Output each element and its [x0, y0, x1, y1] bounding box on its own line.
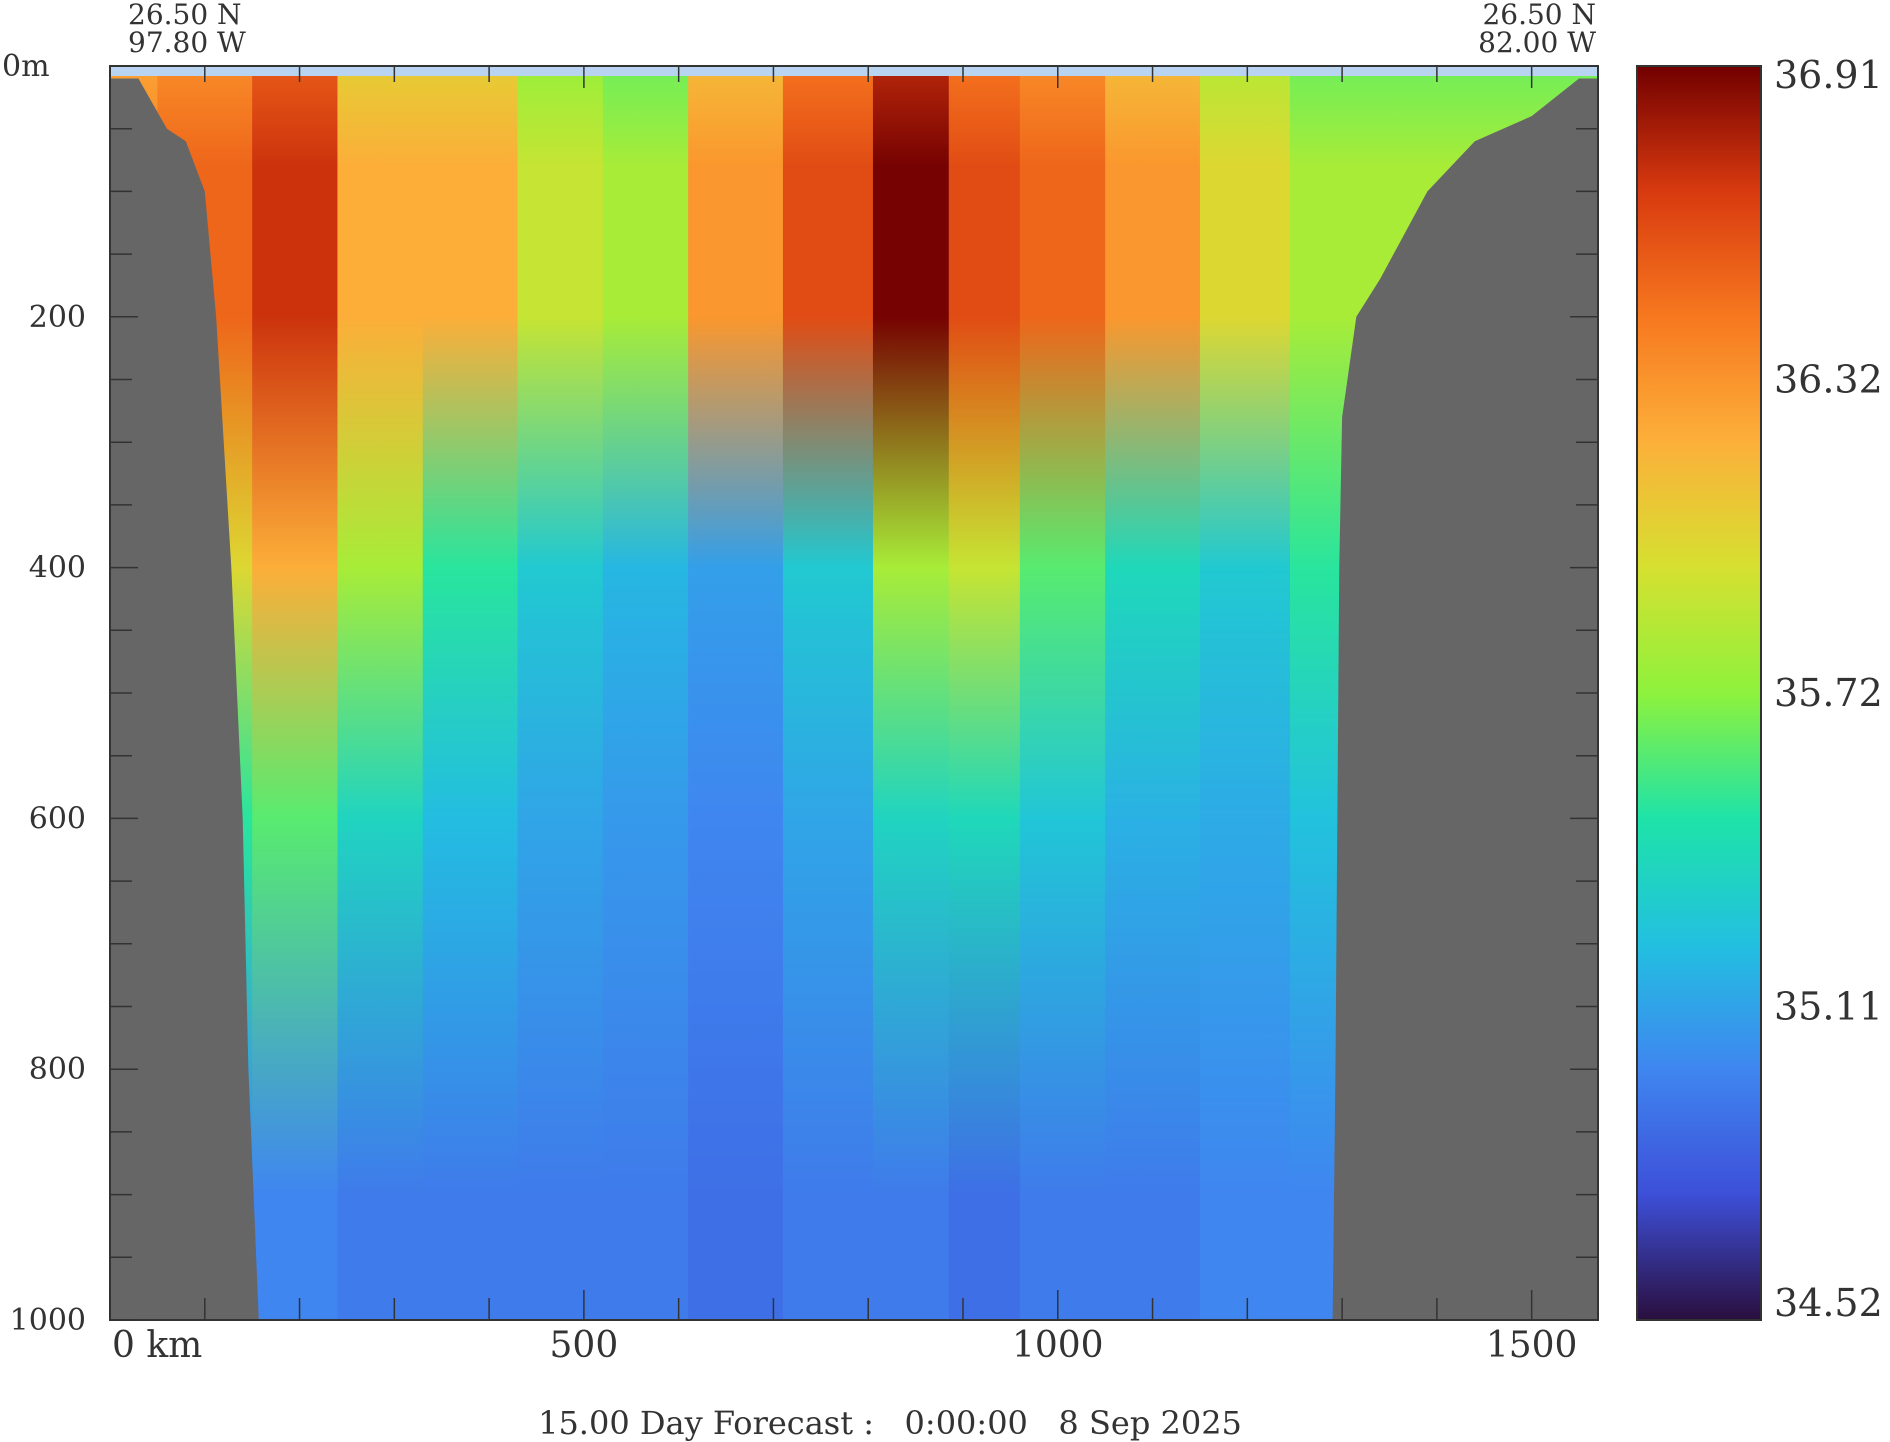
salinity-column	[602, 66, 690, 1320]
x-tick-label: 1500	[1486, 1325, 1578, 1366]
y-axis: 0m 200 400 600 800 1000	[2, 49, 1598, 1338]
y-tick-label: 600	[29, 801, 86, 836]
y-tick-label: 1000	[10, 1303, 86, 1338]
left-lat-label: 26.50 N	[128, 0, 242, 31]
y-tick-label: 0m	[2, 49, 50, 84]
colorbar-labels: 36.91 36.32 35.72 35.11 34.52	[1774, 53, 1883, 1325]
salinity-column	[782, 66, 874, 1320]
x-axis: 0 km 500 1000 1500	[109, 66, 1578, 1366]
colorbar-tick-label: 35.72	[1774, 671, 1883, 715]
colorbar-bar	[1636, 65, 1762, 1321]
salinity-column	[337, 66, 424, 1320]
salinity-column	[1105, 66, 1201, 1320]
x-tick-label: 500	[550, 1325, 619, 1366]
right-lon-label: 82.00 W	[1478, 26, 1596, 59]
colorbar-tick-label: 36.91	[1774, 53, 1883, 97]
right-lat-label: 26.50 N	[1482, 0, 1596, 31]
left-lon-label: 97.80 W	[128, 26, 246, 59]
y-tick-label: 200	[29, 300, 86, 335]
x-tick-label: 0 km	[112, 1325, 202, 1366]
land-mask-right	[1332, 78, 1598, 1320]
salinity-column	[872, 66, 950, 1320]
plot-area	[110, 66, 1598, 1320]
land-mask-left	[110, 78, 259, 1320]
salinity-column	[517, 66, 604, 1320]
surface-strip	[110, 66, 1598, 76]
colorbar-tick-label: 35.11	[1774, 985, 1883, 1029]
salinity-column	[948, 66, 1021, 1320]
salinity-column	[1199, 66, 1291, 1320]
salinity-column	[1019, 66, 1107, 1320]
salinity-column	[688, 66, 784, 1320]
colorbar-tick-label: 36.32	[1774, 358, 1883, 402]
salinity-column	[252, 66, 339, 1320]
forecast-caption: 15.00 Day Forecast : 0:00:00 8 Sep 2025	[538, 1404, 1242, 1442]
x-tick-label: 1000	[1012, 1325, 1104, 1366]
y-tick-label: 800	[29, 1052, 86, 1087]
colorbar: 36.91 36.32 35.72 35.11 34.52	[1636, 53, 1883, 1325]
colorbar-tick-label: 34.52	[1774, 1281, 1883, 1325]
salinity-column	[422, 66, 519, 1320]
y-tick-label: 400	[29, 551, 86, 586]
